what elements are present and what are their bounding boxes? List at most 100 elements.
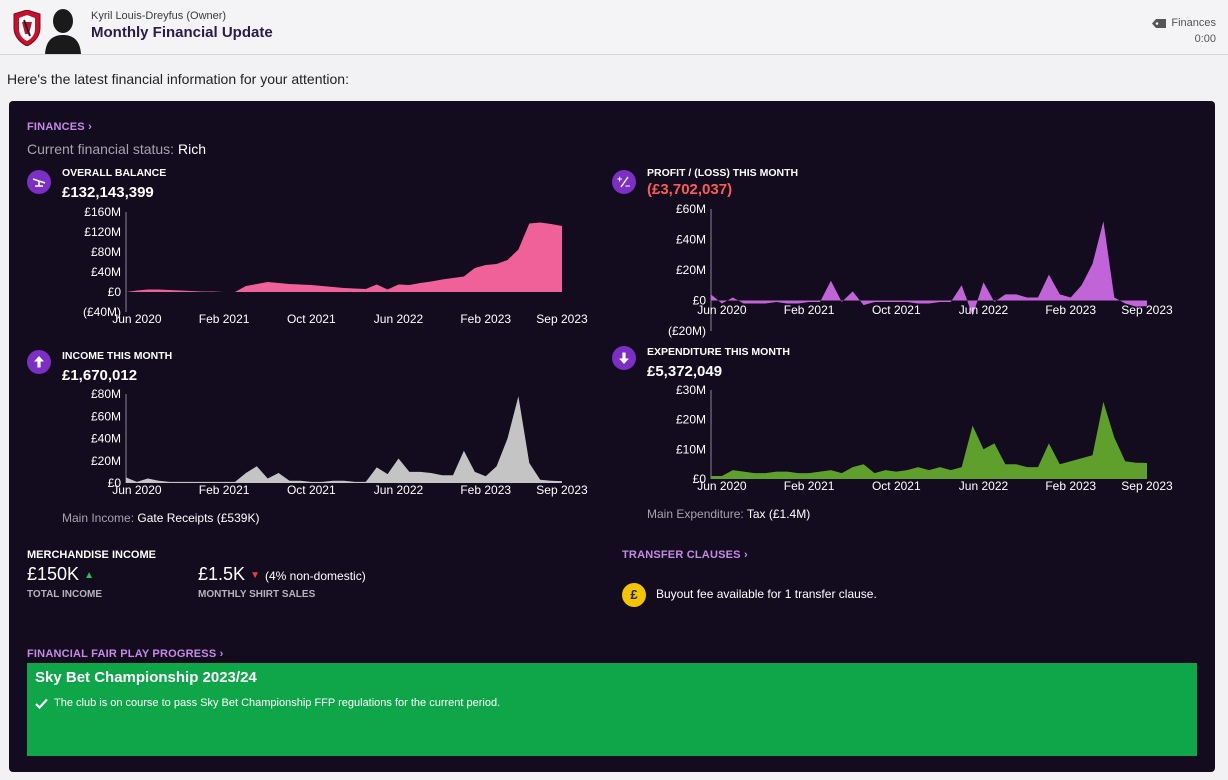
x-tick-label: Feb 2023 bbox=[1045, 479, 1096, 493]
x-tick-label: Jun 2020 bbox=[697, 479, 747, 493]
ffp-competition-title: Sky Bet Championship 2023/24 bbox=[35, 669, 257, 686]
message-header: Kyril Louis-Dreyfus (Owner) Monthly Fina… bbox=[0, 0, 1228, 55]
series-area bbox=[126, 396, 562, 483]
x-tick-label: Feb 2021 bbox=[784, 479, 835, 493]
x-tick-label: Jun 2022 bbox=[374, 312, 424, 326]
x-tick-label: Oct 2021 bbox=[287, 312, 336, 326]
y-tick-label: £20M bbox=[676, 413, 706, 427]
main-expenditure: Main Expenditure: Tax (£1.4M) bbox=[647, 507, 810, 521]
y-tick-label: £0 bbox=[693, 294, 707, 308]
finance-panel: FINANCES › Current financial status: Ric… bbox=[9, 101, 1215, 772]
y-tick-label: £20M bbox=[91, 454, 121, 468]
profit-value: (£3,702,037) bbox=[647, 181, 733, 198]
y-tick-label: £40M bbox=[676, 233, 706, 247]
y-tick-label: £80M bbox=[91, 387, 121, 401]
y-tick-label: £40M bbox=[91, 265, 121, 279]
profit-loss-chart: £60M £40M £20M £0 (£20M) Jun 2020 Feb 2021 Oct … bbox=[668, 202, 1173, 338]
chevron-right-icon: › bbox=[743, 549, 748, 561]
x-tick-label: Sep 2023 bbox=[1121, 303, 1173, 317]
finances-tag[interactable]: Finances bbox=[1152, 17, 1216, 29]
ffp-message-text: The club is on course to pass Sky Bet Ch… bbox=[54, 697, 501, 709]
x-tick-label: Feb 2021 bbox=[784, 303, 835, 317]
expenditure-value: £5,372,049 bbox=[647, 363, 723, 380]
overall-balance-label: OVERALL BALANCE bbox=[62, 167, 167, 179]
x-tick-label: Jun 2022 bbox=[959, 303, 1009, 317]
shirt-sales-note: (4% non-domestic) bbox=[264, 569, 366, 583]
financial-status-value: Rich bbox=[177, 141, 206, 157]
y-tick-label: £30M bbox=[676, 383, 706, 397]
financial-status-label: Current financial status: bbox=[27, 141, 175, 157]
x-tick-label: Oct 2021 bbox=[287, 483, 336, 497]
x-tick-label: Jun 2022 bbox=[374, 483, 424, 497]
x-tick-label: Jun 2020 bbox=[112, 483, 162, 497]
y-tick-label: £160M bbox=[84, 205, 121, 219]
main-income-label: Main Income: bbox=[62, 511, 135, 525]
main-income-value: Gate Receipts (£539K) bbox=[137, 511, 260, 525]
profit-label: PROFIT / (LOSS) THIS MONTH bbox=[647, 167, 799, 179]
transfer-clause-text: Buyout fee available for 1 transfer clau… bbox=[656, 587, 877, 601]
x-tick-label: Oct 2021 bbox=[872, 303, 921, 317]
y-tick-label: £0 bbox=[693, 472, 707, 486]
x-tick-label: Sep 2023 bbox=[536, 312, 588, 326]
shirt-sales-amount: £1.5K bbox=[198, 564, 246, 584]
shirt-sales-label: MONTHLY SHIRT SALES bbox=[198, 589, 316, 600]
income-label: INCOME THIS MONTH bbox=[62, 350, 173, 362]
x-tick-label: Jun 2022 bbox=[959, 479, 1009, 493]
y-tick-label: (£40M) bbox=[83, 305, 121, 319]
main-expenditure-label: Main Expenditure: bbox=[647, 507, 744, 521]
x-tick-label: Sep 2023 bbox=[536, 483, 588, 497]
finances-link-label: FINANCES bbox=[27, 121, 85, 133]
x-tick-label: Jun 2020 bbox=[112, 312, 162, 326]
merch-total-amount: £150K bbox=[27, 564, 80, 584]
main-income: Main Income: Gate Receipts (£539K) bbox=[62, 511, 259, 525]
transfer-clauses-label: TRANSFER CLAUSES bbox=[622, 549, 741, 561]
svg-text:+: + bbox=[617, 174, 622, 184]
y-tick-label: £0 bbox=[108, 476, 122, 490]
arrow-down-icon bbox=[612, 346, 636, 370]
merch-total-value: £150K ▲ bbox=[27, 564, 94, 585]
ffp-progress-link[interactable]: FINANCIAL FAIR PLAY PROGRESS › bbox=[27, 648, 224, 660]
finances-link[interactable]: FINANCES › bbox=[27, 121, 92, 133]
income-value: £1,670,012 bbox=[62, 367, 138, 384]
overall-balance-chart: £160M £120M £80M £40M £0 (£40M)Jun 2020 Feb 20… bbox=[83, 205, 588, 326]
x-tick-label: Jun 2020 bbox=[697, 303, 747, 317]
club-crest-icon bbox=[13, 10, 41, 46]
x-tick-label: Feb 2021 bbox=[199, 312, 250, 326]
x-tick-label: Feb 2023 bbox=[460, 312, 511, 326]
y-tick-label: (£20M) bbox=[668, 324, 706, 338]
intro-text: Here's the latest financial information … bbox=[7, 71, 349, 87]
svg-text:−: − bbox=[625, 181, 630, 191]
y-tick-label: £120M bbox=[84, 225, 121, 239]
chevron-right-icon: › bbox=[219, 648, 224, 660]
series-area bbox=[126, 222, 562, 292]
x-tick-label: Feb 2021 bbox=[199, 483, 250, 497]
financial-status: Current financial status: Rich bbox=[27, 141, 206, 157]
y-tick-label: £40M bbox=[91, 432, 121, 446]
ffp-progress-label: FINANCIAL FAIR PLAY PROGRESS bbox=[27, 648, 217, 660]
ffp-status-box: Sky Bet Championship 2023/24 The club is… bbox=[27, 663, 1197, 756]
y-tick-label: £60M bbox=[676, 202, 706, 216]
sender-name: Kyril Louis-Dreyfus (Owner) bbox=[91, 10, 227, 22]
merch-total-label: TOTAL INCOME bbox=[27, 589, 102, 600]
shirt-sales-value: £1.5K ▼ (4% non-domestic) bbox=[198, 564, 366, 585]
overall-balance-value: £132,143,399 bbox=[62, 184, 154, 201]
y-tick-label: £0 bbox=[108, 285, 122, 299]
balance-scale-icon bbox=[27, 170, 51, 194]
ffp-message: The club is on course to pass Sky Bet Ch… bbox=[35, 697, 500, 709]
expenditure-label: EXPENDITURE THIS MONTH bbox=[647, 346, 790, 358]
check-icon bbox=[35, 698, 48, 709]
tag-icon bbox=[1152, 18, 1167, 28]
pound-coin-icon: £ bbox=[622, 583, 646, 607]
series-area bbox=[711, 401, 1147, 479]
x-tick-label: Feb 2023 bbox=[1045, 303, 1096, 317]
y-tick-label: £20M bbox=[676, 263, 706, 277]
avatar[interactable] bbox=[43, 4, 83, 54]
transfer-clauses-link[interactable]: TRANSFER CLAUSES › bbox=[622, 549, 748, 561]
trend-up-icon: ▲ bbox=[84, 569, 94, 581]
x-tick-label: Feb 2023 bbox=[460, 483, 511, 497]
chevron-right-icon: › bbox=[88, 121, 92, 133]
main-expenditure-value: Tax (£1.4M) bbox=[746, 507, 811, 521]
y-tick-label: £60M bbox=[91, 409, 121, 423]
x-tick-label: Sep 2023 bbox=[1121, 479, 1173, 493]
